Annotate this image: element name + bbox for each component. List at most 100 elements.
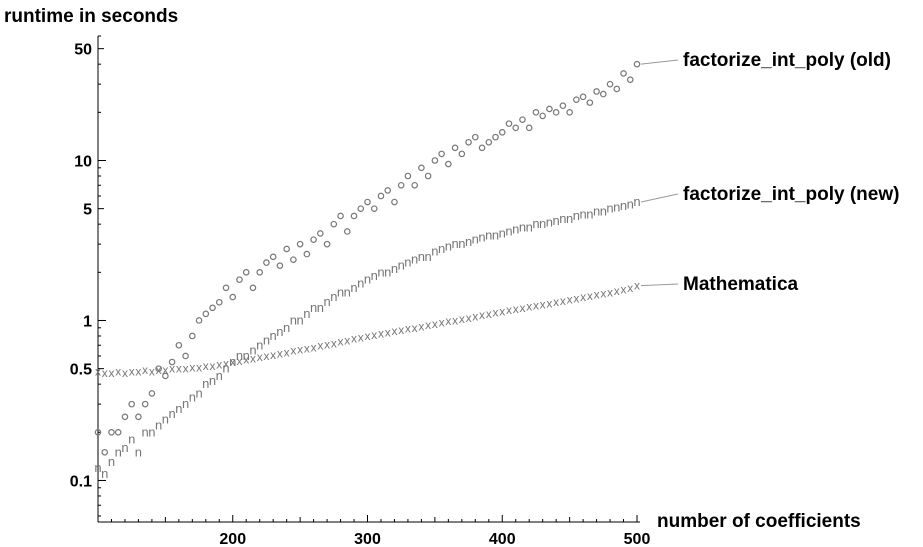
point-new: n (94, 460, 101, 475)
point-mathematica: x (378, 326, 384, 340)
point-new: n (377, 264, 384, 279)
point-old (579, 93, 587, 101)
point-new: n (128, 432, 135, 447)
point-old (566, 109, 573, 116)
point-mathematica: x (614, 284, 620, 298)
point-old (175, 341, 183, 349)
point-new: n (445, 239, 452, 254)
point-new: n (297, 312, 304, 327)
point-mathematica: x (479, 308, 485, 322)
point-old (283, 245, 290, 253)
series-label: factorize_int_poly (new) (683, 184, 899, 205)
point-old (559, 102, 567, 110)
point-old (276, 262, 284, 269)
point-new: n (121, 440, 128, 455)
point-old (465, 138, 472, 146)
point-old (404, 172, 412, 180)
point-mathematica: x (607, 285, 613, 299)
series-leader-line (640, 193, 679, 203)
point-new: n (606, 201, 613, 216)
point-mathematica: x (634, 279, 640, 293)
x-axis-title: number of coefficients (657, 511, 861, 532)
point-new: n (600, 203, 607, 218)
point-new: n (236, 348, 243, 363)
point-mathematica: x (432, 317, 438, 331)
point-mathematica: x (344, 333, 350, 347)
point-new: n (613, 199, 620, 214)
series-label: factorize_int_poly (old) (683, 50, 891, 71)
point-old (215, 298, 223, 306)
point-new: n (384, 264, 391, 279)
point-new: n (573, 208, 580, 223)
point-old (391, 198, 398, 206)
point-old (337, 212, 344, 220)
point-old (620, 70, 627, 77)
point-new: n (633, 194, 640, 209)
point-old (135, 413, 142, 421)
point-old (343, 228, 351, 235)
point-old (485, 138, 493, 146)
point-mathematica: x (385, 326, 391, 340)
point-old (128, 400, 135, 408)
point-old (229, 293, 237, 301)
point-new: n (357, 276, 364, 291)
point-mathematica: x (311, 340, 317, 354)
point-old (148, 390, 156, 397)
point-old (492, 133, 499, 141)
point-old (155, 365, 162, 372)
point-new: n (189, 390, 196, 405)
point-mathematica: x (236, 354, 242, 368)
x-ticks: 200 300 400 500 (110, 515, 650, 547)
point-mathematica: x (338, 334, 344, 348)
point-old (141, 400, 149, 408)
point-new: n (371, 268, 378, 283)
point-mathematica: x (263, 349, 269, 363)
point-new: n (162, 412, 169, 427)
point-new: n (310, 300, 317, 315)
point-old (323, 240, 331, 248)
y-tick-label: 1 (83, 313, 92, 330)
point-mathematica: x (95, 364, 101, 378)
x-tick-label: 400 (489, 531, 516, 547)
point-mathematica: x (486, 307, 492, 321)
point-mathematica: x (257, 350, 263, 364)
point-mathematica: x (304, 341, 310, 355)
y-tick-label: 10 (74, 153, 92, 170)
point-mathematica: x (513, 302, 519, 316)
point-new: n (627, 197, 634, 212)
point-old (512, 124, 520, 132)
point-mathematica: x (580, 290, 586, 304)
point-old (182, 352, 189, 360)
point-mathematica: x (405, 322, 411, 336)
point-mathematica: x (493, 306, 499, 320)
point-new: n (566, 211, 573, 226)
point-new: n (411, 252, 418, 267)
y-tick-label: 0.1 (70, 473, 92, 490)
point-old (168, 358, 176, 366)
point-new: n (472, 232, 479, 247)
point-old (586, 99, 594, 106)
series-leader-line (640, 59, 679, 65)
point-old (573, 96, 580, 103)
point-new: n (148, 424, 155, 439)
point-old (600, 90, 607, 98)
point-mathematica: x (317, 338, 323, 352)
point-mathematica: x (600, 287, 606, 301)
point-mathematica: x (365, 329, 371, 343)
point-mathematica: x (391, 324, 397, 338)
point-mathematica: x (115, 364, 121, 378)
point-new: n (290, 312, 297, 327)
point-new: n (512, 222, 519, 237)
point-old (626, 76, 634, 83)
point-new: n (465, 234, 472, 249)
point-mathematica: x (108, 366, 114, 380)
point-new: n (553, 213, 560, 228)
point-mathematica: x (560, 294, 566, 308)
point-old (445, 160, 452, 168)
point-mathematica: x (519, 301, 525, 315)
point-new: n (256, 337, 263, 352)
point-old (525, 124, 533, 132)
point-new: n (431, 243, 438, 258)
point-old (357, 205, 365, 212)
point-mathematica: x (277, 347, 283, 361)
